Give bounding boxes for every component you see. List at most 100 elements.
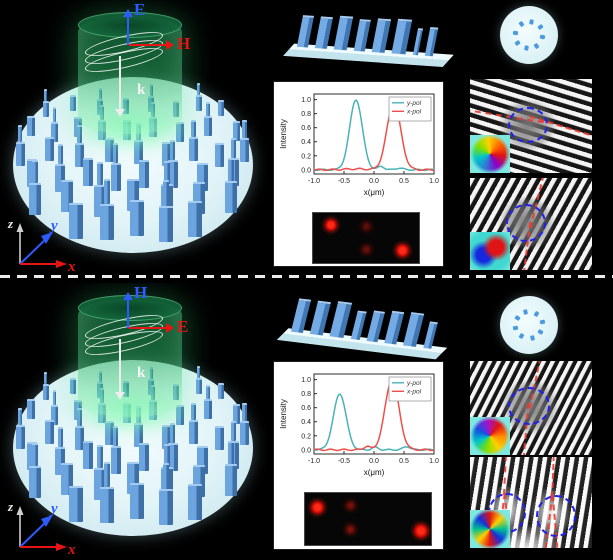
nanofin — [424, 27, 439, 57]
nanofin — [366, 310, 386, 343]
y-axis-arrowhead — [41, 515, 53, 527]
nanopillar-top-segment — [191, 119, 196, 138]
interferogram — [470, 178, 592, 270]
results-panel: -1.0 -0.5 0.0 0.5 1.0 0.0 0.2 0.4 0.6 0.8 1.0 y-pol… — [273, 361, 444, 550]
nanopillar — [188, 420, 198, 445]
nanofin — [309, 300, 331, 336]
nanopillar — [15, 425, 25, 450]
nanopillar-square — [524, 45, 530, 52]
focal-spot — [361, 221, 371, 231]
nanopillar — [214, 142, 224, 167]
x-tick-label: -0.5 — [338, 458, 350, 465]
nanopillar-square — [518, 333, 525, 340]
row-nanofins — [278, 283, 461, 363]
nanopillar-top-segment — [57, 143, 63, 164]
nanofin — [353, 19, 371, 52]
x-pol-curve — [313, 103, 435, 172]
y-axis-title: Intensity — [279, 399, 288, 429]
focal-spot — [361, 244, 371, 254]
nanopillar-ring — [500, 6, 558, 64]
nanopillar-top-segment — [52, 390, 57, 405]
nanofin — [333, 15, 354, 51]
nanopillar-top-segment — [197, 83, 201, 96]
nanofin-row-render — [276, 283, 461, 363]
nanopillar-square — [523, 308, 529, 315]
nanopillar-square — [514, 314, 521, 321]
z-axis-arrowhead — [16, 223, 24, 232]
nanopillar — [159, 205, 173, 242]
nanopillar-top-segment — [96, 444, 103, 468]
legend-label: y-pol — [406, 100, 422, 107]
nanopillar — [100, 204, 114, 241]
nanopillar — [27, 399, 35, 420]
nanopillar — [69, 486, 83, 523]
k-vector-label: k — [137, 82, 146, 98]
nanopillar — [54, 446, 66, 475]
nanopillar — [188, 137, 198, 162]
z-axis-arrowhead — [16, 506, 24, 515]
nanopillar-top-segment — [231, 420, 237, 442]
x-tick-label: 1.0 — [429, 178, 439, 185]
z-axis-label: z — [7, 499, 14, 514]
nanopillar-square — [533, 42, 540, 50]
nanofin — [384, 310, 405, 345]
nanopillar — [232, 403, 241, 424]
nanopillar-square — [536, 24, 544, 31]
x-axis-title: x(μm) — [364, 468, 385, 477]
nanopillar — [197, 446, 208, 475]
y-tick-label: 0.6 — [301, 125, 311, 132]
nanopillar-top-segment — [191, 402, 196, 421]
nanofin — [290, 298, 312, 334]
x-tick-label: -0.5 — [338, 178, 350, 185]
focal-spot — [395, 244, 409, 257]
coordinate-axes: z y x — [7, 216, 76, 274]
vortex-marker-circle — [506, 204, 546, 242]
x-axis-arrowhead — [56, 543, 67, 551]
nanopillar — [225, 463, 238, 496]
y-tick-label: 0.4 — [301, 139, 311, 146]
y-tick-label: 0.2 — [301, 153, 311, 160]
focal-spot-image — [312, 212, 420, 264]
nanopillar — [28, 182, 41, 215]
e-field-arrow — [123, 9, 133, 45]
nanopillar-square — [528, 18, 534, 25]
x-axis-label: x — [67, 259, 76, 274]
k-vector-label: k — [137, 365, 146, 381]
nanofin — [329, 301, 353, 339]
nanopillar — [28, 465, 41, 498]
y-tick-label: 0.4 — [301, 419, 311, 426]
nanopillar — [218, 383, 225, 400]
nanopillar — [130, 200, 144, 237]
nanopillar — [167, 160, 179, 189]
x-tick-label: -1.0 — [308, 458, 320, 465]
k-vector-arrow — [115, 339, 125, 400]
nanopillar-top-segment — [31, 442, 38, 466]
nanofin — [423, 321, 438, 349]
x-tick-label: -1.0 — [308, 178, 320, 185]
y-tick-label: 0.6 — [301, 405, 311, 412]
nanopillar-top-segment — [44, 372, 48, 384]
x-tick-label: 1.0 — [429, 458, 439, 465]
x-tick-label: 0.0 — [369, 458, 379, 465]
metasurface-top-view — [500, 6, 558, 64]
nanopillar-ring — [500, 296, 558, 354]
coordinate-axes: z y x — [7, 499, 76, 558]
nanopillar — [138, 443, 150, 472]
nanopillar — [110, 446, 122, 475]
h-field-arrow — [129, 40, 174, 50]
nanopillar — [75, 425, 85, 450]
legend-label: y-pol — [406, 380, 422, 387]
nanopillar-top-segment — [163, 160, 170, 184]
nanopillar-top-segment — [44, 89, 48, 101]
vortex-marker-circle — [508, 387, 550, 425]
nanofin — [391, 18, 413, 55]
nanopillar — [195, 378, 202, 395]
nanopillar — [70, 378, 77, 395]
intensity-line-plot: -1.0 -0.5 0.0 0.5 1.0 0.0 0.2 0.4 0.6 0.8 1.0 y-pol… — [279, 93, 439, 197]
nanopillar — [26, 442, 38, 471]
h-field-label: H — [134, 283, 148, 302]
x-tick-label: 0.5 — [399, 178, 409, 185]
phase-map-inset — [470, 417, 510, 455]
phase-map-inset — [470, 135, 510, 173]
y-tick-label: 1.0 — [301, 97, 311, 104]
